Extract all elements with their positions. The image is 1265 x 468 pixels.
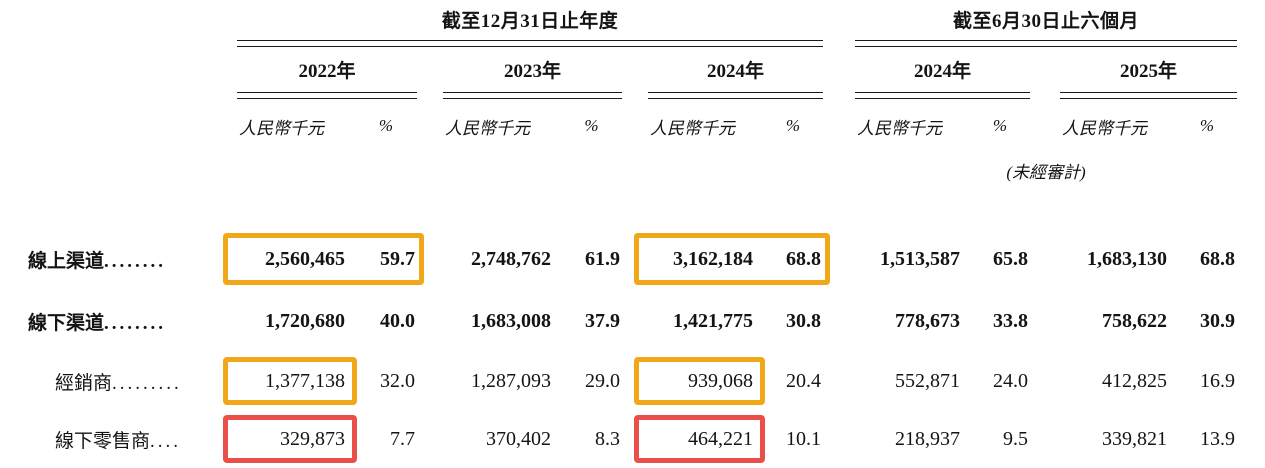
period-group-title-interim: 截至6月30日止六個月 — [953, 10, 1140, 32]
percent-header: % — [1199, 116, 1215, 135]
table-row-online-channels: 線上渠道........ 2,560,465 59.7 2,748,762 61… — [28, 228, 1237, 290]
group-rule-row — [28, 38, 1238, 48]
double-rule — [1060, 91, 1238, 99]
percent-cell: 24.0 — [993, 369, 1029, 392]
amount-cell: 2,748,762 — [471, 247, 551, 270]
row-label: 經銷商......... — [55, 372, 182, 394]
revenue-by-channel-table: 截至12月31日止年度 截至6月30日止六個月 2022年 2023年 2024… — [28, 0, 1238, 468]
amount-unit-header: 人民幣千元 — [239, 118, 324, 138]
table-row-offline-channels: 線下渠道........ 1,720,680 40.0 1,683,008 37… — [28, 290, 1237, 352]
percent-header: % — [785, 116, 801, 135]
percent-cell: 40.0 — [380, 309, 415, 332]
amount-cell-highlighted: 939,068 — [634, 352, 765, 410]
percent-cell: 13.9 — [1200, 427, 1236, 450]
amount-cell: 1,287,093 — [471, 369, 551, 392]
year-header-2023: 2023年 — [503, 60, 561, 82]
row-label: 線下零售商.... — [55, 430, 182, 452]
percent-cell: 37.9 — [585, 309, 620, 332]
column-unit-header-row: 人民幣千元 % 人民幣千元 % 人民幣千元 % 人民幣千元 % 人民幣千元 % — [28, 100, 1237, 152]
amount-cell-highlighted: 329,873 — [223, 410, 357, 468]
year-header-2024: 2024年 — [707, 60, 765, 82]
amount-cell: 758,622 — [1102, 309, 1168, 332]
percent-cell: 7.7 — [390, 427, 415, 450]
amount-cell: 778,673 — [895, 309, 961, 332]
percent-cell: 65.8 — [993, 247, 1029, 270]
spacer-row — [28, 192, 1237, 228]
row-label: 線下渠道........ — [28, 312, 167, 334]
year-header-row: 2022年 2023年 2024年 2024年 2025年 — [28, 48, 1237, 90]
amount-unit-header: 人民幣千元 — [857, 118, 943, 138]
amount-cell: 370,402 — [486, 427, 551, 450]
amount-cell: 339,821 — [1102, 427, 1168, 450]
amount-unit-header: 人民幣千元 — [445, 118, 530, 138]
amount-cell: 1,683,130 — [1087, 247, 1168, 270]
table-row-offline-retailers: 線下零售商.... 329,873 7.7 370,402 8.3 464,22… — [28, 410, 1237, 468]
percent-cell: 29.0 — [585, 369, 620, 392]
percent-cell: 30.9 — [1200, 309, 1236, 332]
percent-cell: 9.5 — [1003, 427, 1029, 450]
double-rule — [855, 39, 1238, 47]
amount-cell-highlighted: 3,162,184 — [634, 228, 763, 290]
year-rule-row — [28, 90, 1238, 100]
table-row-distributors: 經銷商......... 1,377,138 32.0 1,287,093 29… — [28, 352, 1237, 410]
amount-cell: 1,513,587 — [880, 247, 961, 270]
amount-cell: 412,825 — [1102, 369, 1168, 392]
unaudited-note-row: (未經審計) — [28, 152, 1237, 192]
dot-leader: ......... — [112, 372, 182, 394]
period-group-title-annual: 截至12月31日止年度 — [441, 10, 619, 32]
amount-cell-highlighted: 1,377,138 — [223, 352, 357, 410]
year-header-2022: 2022年 — [298, 60, 356, 82]
amount-unit-header: 人民幣千元 — [650, 118, 735, 138]
double-rule — [237, 91, 417, 99]
amount-cell: 218,937 — [895, 427, 961, 450]
unaudited-note: (未經審計) — [1006, 163, 1086, 182]
dot-leader: ........ — [104, 250, 167, 272]
amount-cell: 552,871 — [895, 369, 961, 392]
double-rule — [648, 91, 824, 99]
amount-cell: 1,683,008 — [471, 309, 551, 332]
amount-cell-highlighted: 464,221 — [634, 410, 765, 468]
percent-cell: 30.8 — [786, 309, 822, 332]
double-rule — [855, 91, 1031, 99]
dot-leader: ........ — [104, 312, 167, 334]
amount-unit-header: 人民幣千元 — [1062, 118, 1148, 138]
percent-cell: 10.1 — [786, 427, 822, 450]
percent-cell-highlighted: 59.7 — [355, 228, 424, 290]
percent-cell: 16.9 — [1200, 369, 1236, 392]
percent-cell: 33.8 — [993, 309, 1029, 332]
percent-header: % — [992, 116, 1008, 135]
percent-cell: 32.0 — [380, 369, 415, 392]
amount-cell: 1,720,680 — [265, 309, 345, 332]
amount-cell: 1,421,775 — [673, 309, 753, 332]
double-rule — [237, 39, 824, 47]
percent-cell: 61.9 — [585, 247, 620, 270]
year-header-2025-interim: 2025年 — [1120, 60, 1178, 82]
year-header-2024-interim: 2024年 — [914, 60, 972, 82]
percent-cell: 68.8 — [1200, 247, 1236, 270]
amount-cell-highlighted: 2,560,465 — [223, 228, 355, 290]
percent-cell: 20.4 — [786, 369, 822, 392]
percent-cell: 8.3 — [595, 427, 620, 450]
double-rule — [443, 91, 622, 99]
percent-cell-highlighted: 68.8 — [763, 228, 831, 290]
period-group-title-row: 截至12月31日止年度 截至6月30日止六個月 — [28, 0, 1237, 38]
percent-header: % — [378, 116, 394, 135]
row-label: 線上渠道........ — [28, 250, 167, 272]
dot-leader: .... — [150, 430, 182, 452]
percent-header: % — [584, 116, 599, 135]
